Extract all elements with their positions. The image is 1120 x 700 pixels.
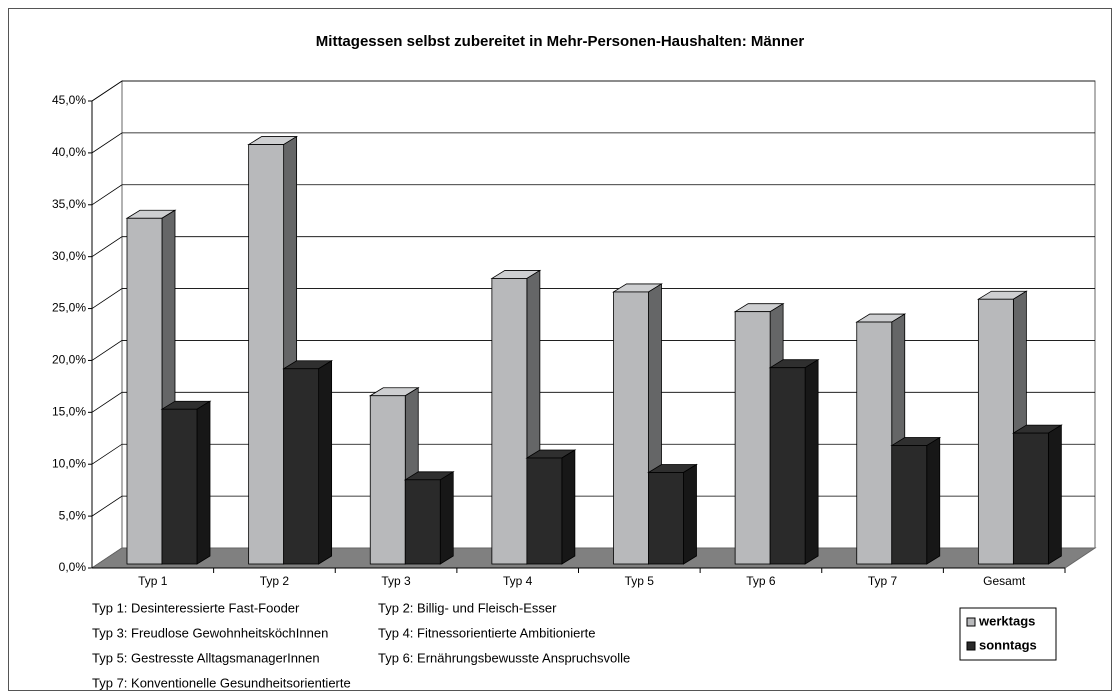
bar-front bbox=[283, 368, 320, 565]
grid-line bbox=[91, 132, 1095, 154]
bar-side bbox=[1047, 424, 1062, 565]
x-tick-label: Typ 1 bbox=[138, 574, 168, 588]
note: Typ 3: Freudlose GewohnheitsköchInnen bbox=[92, 625, 328, 640]
x-tick-label: Gesamt bbox=[983, 574, 1026, 588]
x-tick-label: Typ 3 bbox=[381, 574, 411, 588]
bar-side bbox=[683, 463, 697, 565]
y-tick-label: 25,0% bbox=[52, 301, 86, 315]
bar-front bbox=[648, 472, 684, 565]
bar-side bbox=[804, 358, 819, 565]
y-tick-label: 30,0% bbox=[52, 249, 86, 263]
bar-side bbox=[196, 400, 211, 565]
bar bbox=[768, 358, 820, 565]
grid-line bbox=[91, 184, 1095, 206]
y-tick-label: 40,0% bbox=[52, 145, 86, 159]
note: Typ 5: Gestresste AlltagsmanagerInnen bbox=[92, 650, 320, 665]
y-tick-label: 10,0% bbox=[52, 456, 86, 470]
bar-front bbox=[404, 479, 441, 565]
bar-side bbox=[926, 436, 941, 565]
bar-front bbox=[126, 217, 163, 565]
bar bbox=[855, 313, 907, 565]
y-tick-label: 15,0% bbox=[52, 405, 86, 419]
note: Typ 6: Ernährungsbewusste Anspruchsvolle bbox=[378, 650, 630, 665]
y-tick-label: 5,0% bbox=[59, 508, 87, 522]
bar-front bbox=[769, 367, 806, 565]
bar bbox=[976, 290, 1028, 565]
floor bbox=[90, 547, 1097, 569]
bar bbox=[125, 209, 177, 565]
bar-front bbox=[977, 298, 1014, 565]
bar-side bbox=[561, 449, 576, 565]
grid-line bbox=[91, 80, 1095, 102]
bar bbox=[890, 436, 942, 565]
bar bbox=[403, 471, 455, 565]
bar bbox=[160, 400, 212, 565]
x-tick-label: Typ 2 bbox=[260, 574, 290, 588]
bar-side bbox=[318, 360, 333, 565]
note: Typ 7: Konventionelle Gesundheitsorienti… bbox=[92, 675, 351, 690]
note: Typ 1: Desinteressierte Fast-Fooder bbox=[92, 600, 300, 615]
bar-front bbox=[248, 144, 285, 565]
bar-front bbox=[891, 445, 928, 565]
bar-front bbox=[1012, 432, 1049, 565]
bar-front bbox=[369, 395, 406, 565]
grid-line bbox=[91, 288, 1095, 309]
bar bbox=[1011, 424, 1063, 565]
bar bbox=[647, 463, 698, 565]
y-tick-label: 45,0% bbox=[52, 93, 86, 107]
bar bbox=[282, 360, 334, 565]
y-tick-label: 0,0% bbox=[59, 560, 87, 574]
legend-box bbox=[959, 607, 1057, 661]
bar-front bbox=[491, 278, 528, 565]
chart-title: Mittagessen selbst zubereitet in Mehr-Pe… bbox=[316, 33, 805, 50]
legend-swatch bbox=[966, 641, 976, 651]
x-tick-label: Typ 4 bbox=[503, 574, 533, 588]
bar-front bbox=[161, 408, 198, 565]
bar-front bbox=[613, 291, 649, 565]
x-tick-label: Typ 7 bbox=[868, 574, 898, 588]
legend-swatch bbox=[966, 617, 976, 627]
bar-front bbox=[526, 457, 563, 565]
bar-front bbox=[734, 311, 771, 565]
note: Typ 2: Billig- und Fleisch-Esser bbox=[378, 600, 557, 615]
bar bbox=[525, 449, 577, 565]
note: Typ 4: Fitnessorientierte Ambitionierte bbox=[378, 625, 596, 640]
y-tick-label: 20,0% bbox=[52, 353, 86, 367]
grid-line bbox=[91, 236, 1095, 257]
x-tick-label: Typ 5 bbox=[625, 574, 655, 588]
legend-label: werktags bbox=[978, 613, 1035, 628]
side-wall bbox=[91, 80, 123, 569]
legend-label: sonntags bbox=[979, 637, 1037, 652]
bar-side bbox=[439, 471, 454, 565]
bar-front bbox=[856, 321, 893, 565]
y-tick-label: 35,0% bbox=[52, 197, 86, 211]
x-tick-label: Typ 6 bbox=[746, 574, 776, 588]
